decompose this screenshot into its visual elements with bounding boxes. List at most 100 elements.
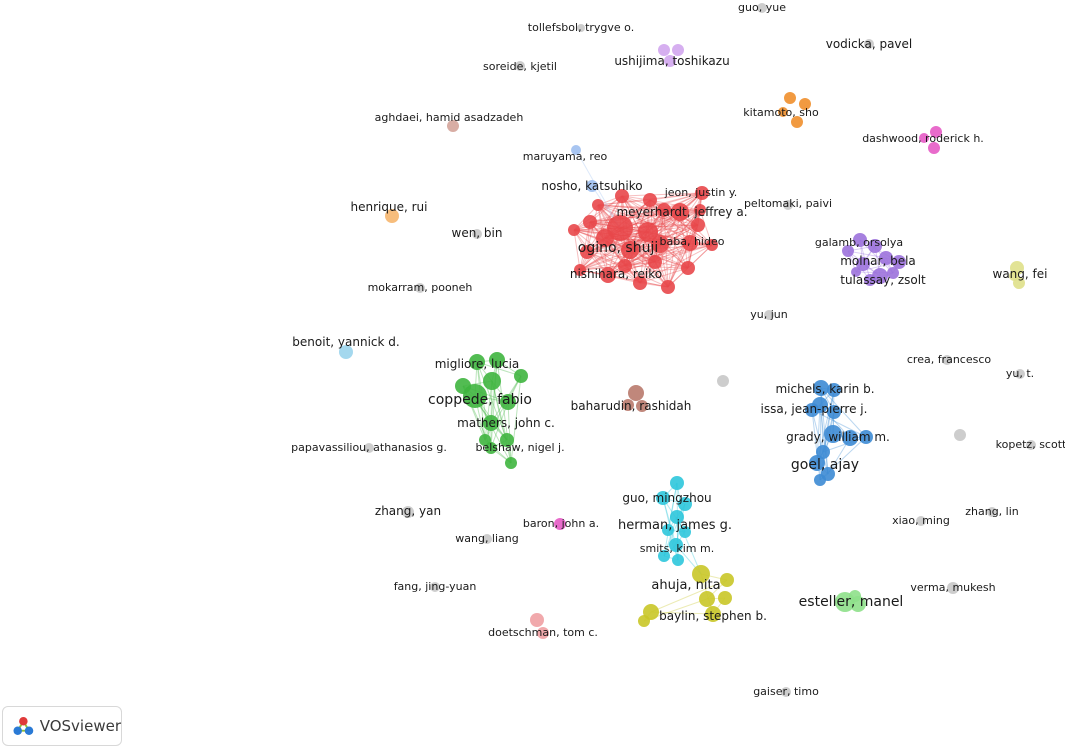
- author-label-grady-william[interactable]: grady, william m.: [786, 430, 890, 444]
- node-fang-jing-yuan[interactable]: [430, 582, 440, 592]
- network-node[interactable]: [568, 224, 580, 236]
- author-label-guo-yue[interactable]: guo, yue: [738, 1, 786, 14]
- node-aghdaei-hamid[interactable]: [447, 120, 459, 132]
- author-label-issa-jean-pierre[interactable]: issa, jean-pierre j.: [761, 402, 868, 416]
- node-baylin-stephen[interactable]: [705, 606, 721, 622]
- node-issa-jean-pierre[interactable]: [805, 403, 819, 417]
- author-label-doetschman-tom[interactable]: doetschman, tom c.: [488, 626, 598, 639]
- network-node[interactable]: [672, 554, 684, 566]
- network-node[interactable]: [856, 257, 870, 271]
- node-yu-jun[interactable]: [764, 310, 774, 320]
- author-label-ogino-shuji[interactable]: ogino, shuji: [578, 240, 659, 256]
- network-node[interactable]: [672, 44, 684, 56]
- node-vodicka-pavel[interactable]: [864, 39, 874, 49]
- node-peltomaki-paivi[interactable]: [783, 200, 793, 210]
- network-node[interactable]: [537, 627, 549, 639]
- node-benoit-yannick[interactable]: [339, 345, 353, 359]
- node-gaiser-timo[interactable]: [781, 687, 791, 697]
- author-label-jeon-justin[interactable]: jeon, justin y.: [664, 186, 738, 199]
- network-node[interactable]: [638, 615, 650, 627]
- node-kitamoto-sho[interactable]: [784, 92, 796, 104]
- network-node[interactable]: [615, 189, 629, 203]
- network-node[interactable]: [842, 430, 858, 446]
- author-label-ahuja-nita[interactable]: ahuja, nita: [651, 578, 720, 593]
- author-label-zhang-yan[interactable]: zhang, yan: [375, 504, 441, 518]
- network-node[interactable]: [814, 474, 826, 486]
- author-label-smits-kim[interactable]: smits, kim m.: [640, 542, 714, 555]
- network-node[interactable]: [656, 491, 670, 505]
- author-label-wang-liang[interactable]: wang, liang: [455, 532, 519, 545]
- network-node[interactable]: [827, 405, 841, 419]
- author-label-coppede-fabio[interactable]: coppede, fabio: [428, 392, 532, 408]
- node-tollefsbol-trygve[interactable]: [577, 24, 585, 32]
- author-label-meyerhardt-jeffrey[interactable]: meyerhardt, jeffrey a.: [616, 205, 747, 219]
- author-label-molnar-bela[interactable]: molnar, bela: [840, 254, 916, 268]
- author-label-dashwood-roderick[interactable]: dashwood, roderick h.: [862, 132, 984, 145]
- author-label-baylin-stephen[interactable]: baylin, stephen b.: [659, 609, 767, 623]
- node-meyerhardt-jeffrey[interactable]: [671, 203, 689, 221]
- author-label-wang-fei[interactable]: wang, fei: [993, 267, 1048, 281]
- author-label-tulassay-zsolt[interactable]: tulassay, zsolt: [840, 273, 926, 287]
- node-guo-mingzhou[interactable]: [670, 476, 684, 490]
- author-label-wen-bin[interactable]: wen, bin: [452, 226, 503, 240]
- network-node[interactable]: [892, 255, 906, 269]
- network-node[interactable]: [842, 245, 854, 257]
- network-node[interactable]: [500, 394, 516, 410]
- author-label-kopetz-scott[interactable]: kopetz, scott: [996, 438, 1065, 451]
- network-node[interactable]: [636, 400, 648, 412]
- network-node[interactable]: [583, 215, 597, 229]
- network-node[interactable]: [694, 204, 706, 216]
- author-label-baba-hideo[interactable]: baba, hideo: [660, 235, 725, 248]
- author-label-crea-francesco[interactable]: crea, francesco: [907, 353, 992, 366]
- author-label-tollefsbol-trygve[interactable]: tollefsbol, trygve o.: [528, 21, 634, 34]
- author-label-ushijima-toshikazu[interactable]: ushijima, toshikazu: [614, 54, 729, 68]
- node-baron-john[interactable]: [554, 518, 566, 530]
- network-node[interactable]: [717, 375, 729, 387]
- network-node[interactable]: [887, 267, 899, 279]
- network-node[interactable]: [505, 457, 517, 469]
- node-doetschman-tom[interactable]: [530, 613, 544, 627]
- network-node[interactable]: [678, 497, 692, 511]
- author-label-baron-john[interactable]: baron, john a.: [523, 517, 599, 530]
- author-label-kitamoto-sho[interactable]: kitamoto, sho: [743, 106, 819, 119]
- node-wang-liang[interactable]: [482, 534, 492, 544]
- network-node[interactable]: [648, 255, 662, 269]
- node-baba-hideo[interactable]: [682, 235, 698, 251]
- node-jeon-justin[interactable]: [695, 186, 709, 200]
- network-node[interactable]: [622, 399, 634, 411]
- node-herman-james[interactable]: [670, 510, 684, 524]
- network-node[interactable]: [651, 235, 669, 253]
- author-label-galamb-orsolya[interactable]: galamb, orsolya: [815, 236, 903, 249]
- author-label-vodicka-pavel[interactable]: vodicka, pavel: [826, 37, 913, 51]
- node-grady-william[interactable]: [824, 425, 842, 443]
- author-label-yu-jun[interactable]: yu, jun: [750, 308, 788, 321]
- network-node[interactable]: [643, 193, 657, 207]
- author-label-nishihara-reiko[interactable]: nishihara, reiko: [570, 267, 662, 281]
- network-node[interactable]: [778, 107, 788, 117]
- network-node[interactable]: [718, 591, 732, 605]
- node-michels-karin[interactable]: [813, 380, 829, 396]
- author-label-migliore-lucia[interactable]: migliore, lucia: [435, 357, 520, 371]
- node-guo-yue[interactable]: [757, 3, 767, 13]
- network-node[interactable]: [699, 591, 715, 607]
- node-mokarram-pooneh[interactable]: [415, 283, 425, 293]
- author-label-peltomaki-paivi[interactable]: peltomaki, paivi: [744, 197, 832, 210]
- node-nishihara-reiko[interactable]: [600, 267, 616, 283]
- network-node[interactable]: [621, 241, 639, 259]
- node-xiao-ming[interactable]: [916, 516, 926, 526]
- network-node[interactable]: [483, 372, 501, 390]
- network-node[interactable]: [638, 222, 658, 242]
- author-label-gaiser-timo[interactable]: gaiser, timo: [753, 685, 819, 698]
- network-node[interactable]: [681, 261, 695, 275]
- author-label-guo-mingzhou[interactable]: guo, mingzhou: [622, 491, 711, 505]
- node-migliore-lucia[interactable]: [469, 354, 485, 370]
- network-node[interactable]: [664, 55, 676, 67]
- author-label-zhang-lin[interactable]: zhang, lin: [965, 505, 1019, 518]
- author-label-maruyama-reo[interactable]: maruyama, reo: [523, 150, 608, 163]
- author-label-yu-t[interactable]: yu, t.: [1006, 367, 1034, 380]
- network-node[interactable]: [580, 245, 594, 259]
- network-node[interactable]: [596, 229, 614, 247]
- network-node[interactable]: [849, 590, 861, 602]
